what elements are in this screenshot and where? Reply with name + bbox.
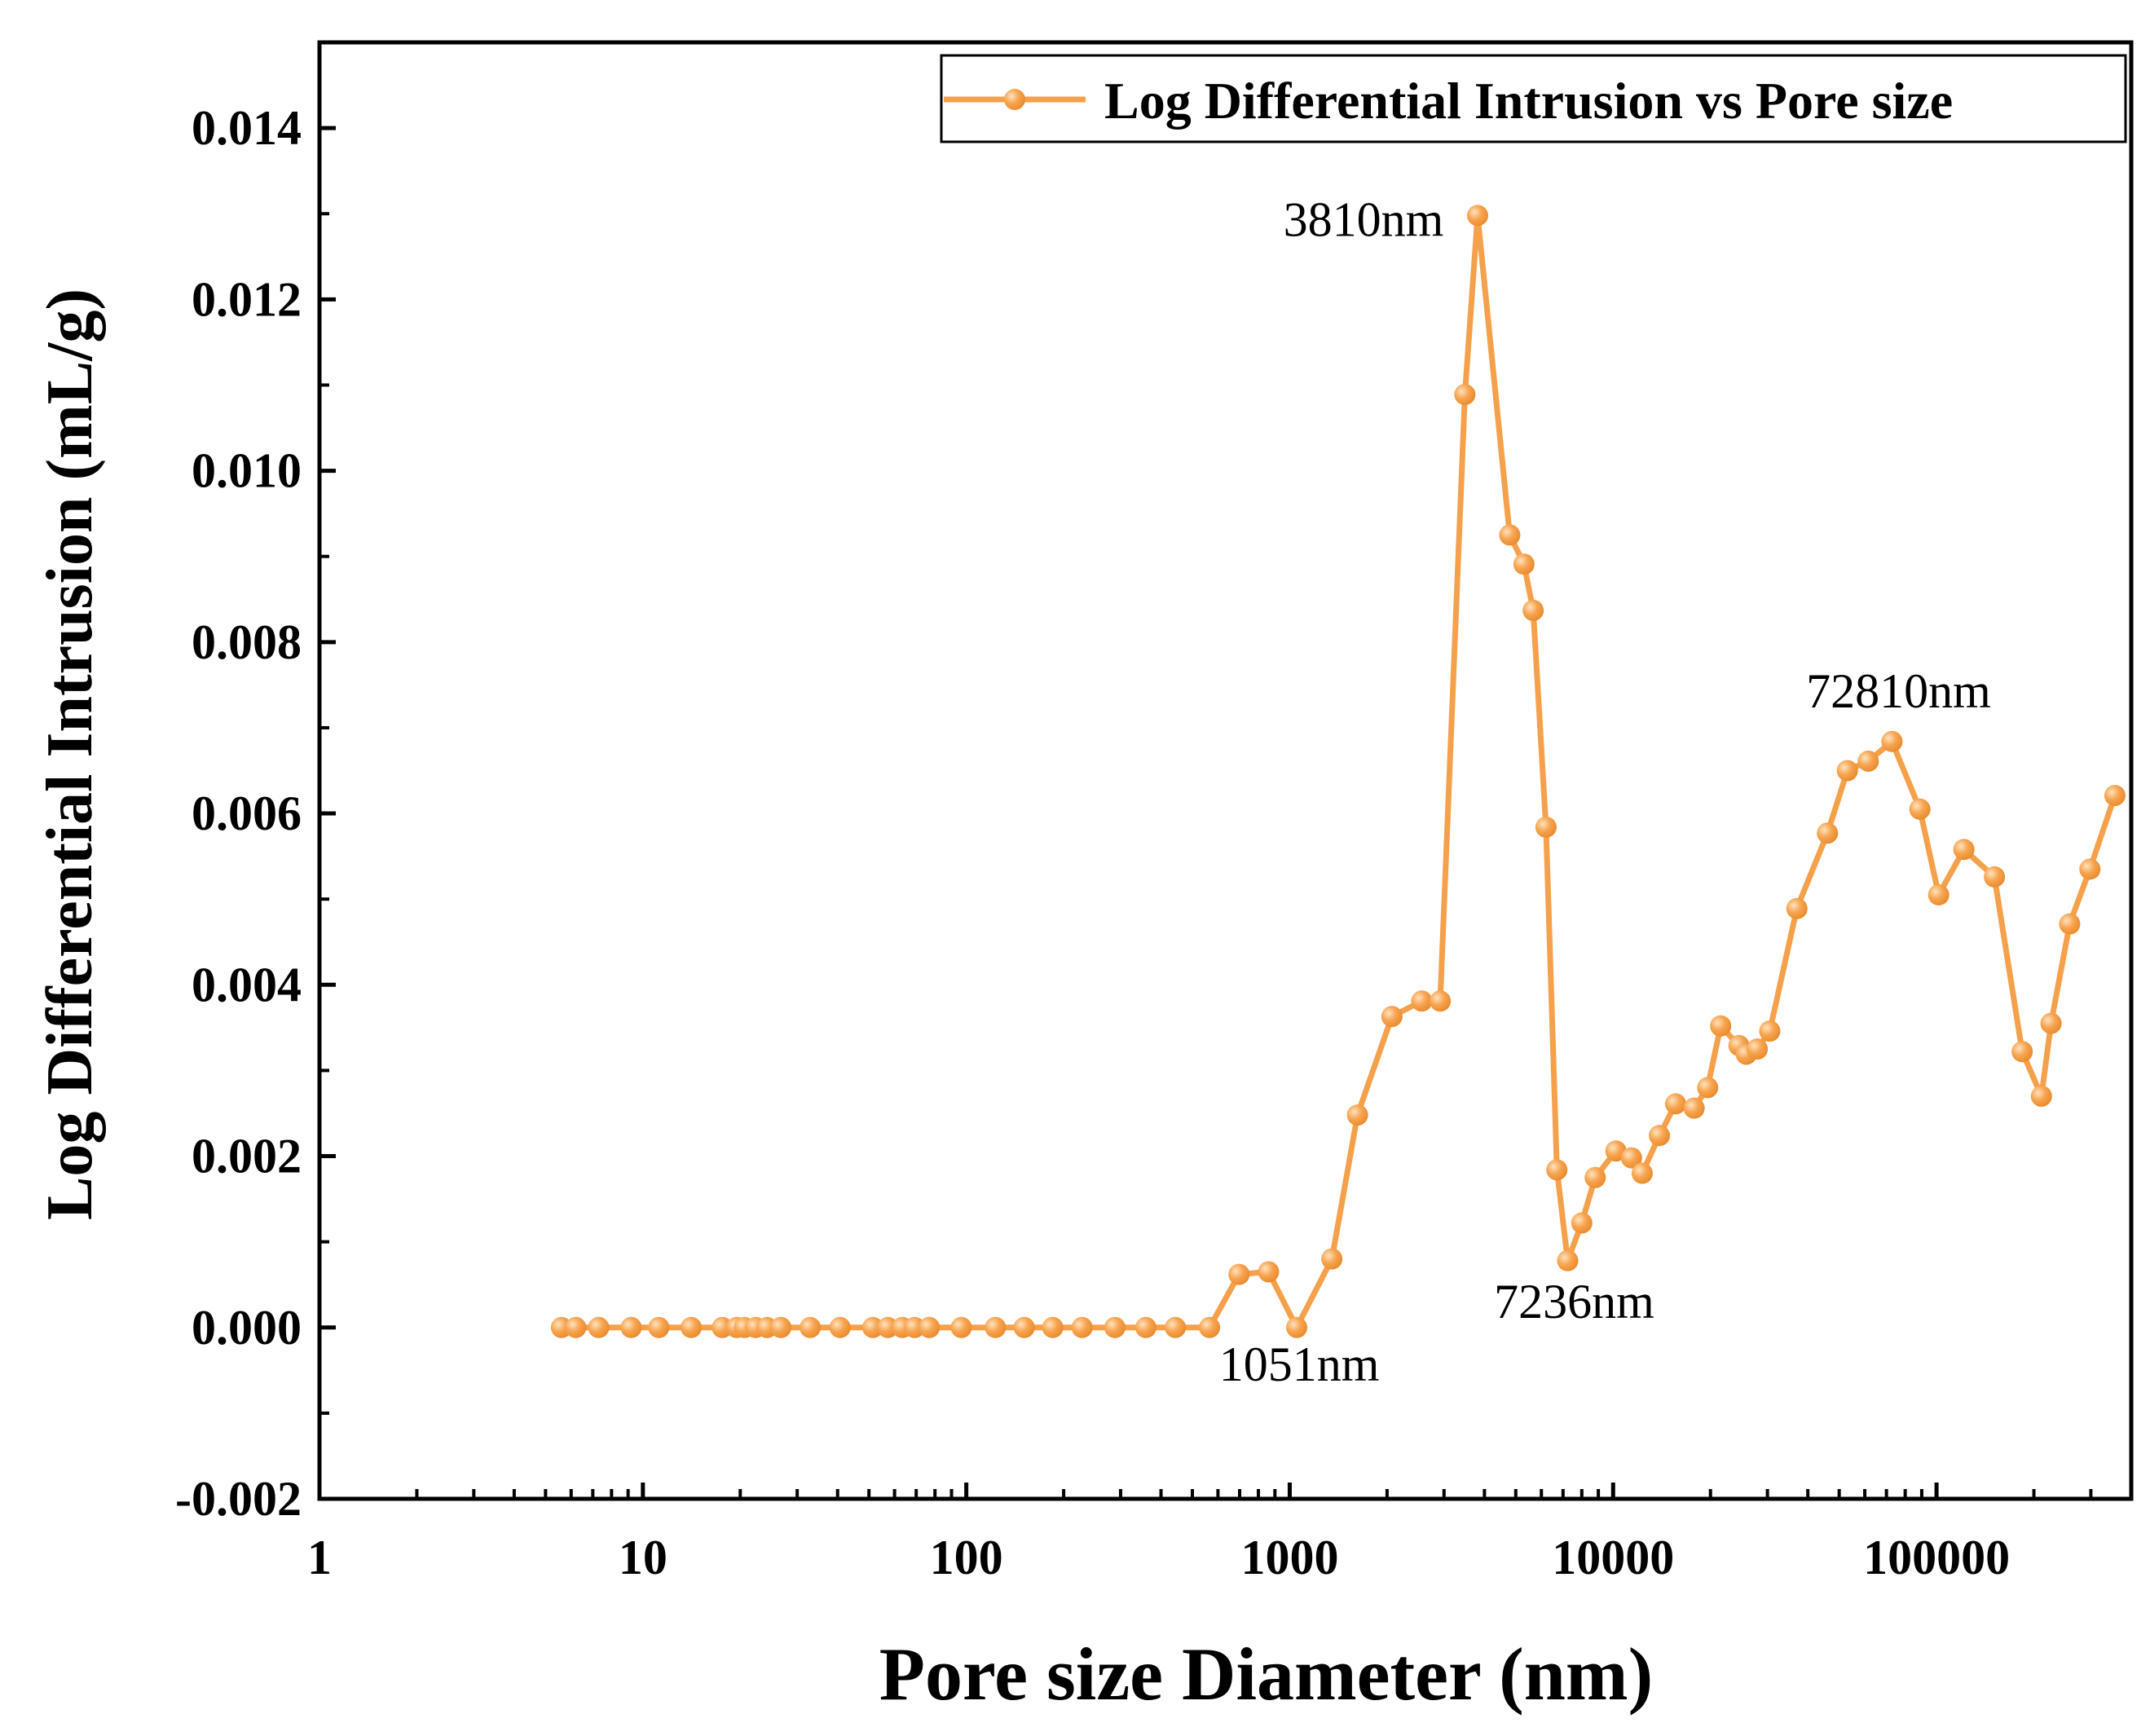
data-point bbox=[2079, 858, 2101, 880]
data-point bbox=[1258, 1261, 1280, 1283]
data-point bbox=[620, 1316, 642, 1338]
peak-annotation: 72810nm bbox=[1806, 664, 1991, 718]
y-tick-label: 0.008 bbox=[192, 615, 302, 669]
y-tick-label: 0.002 bbox=[192, 1130, 302, 1183]
data-point bbox=[1513, 553, 1535, 575]
data-point bbox=[1817, 822, 1839, 844]
y-tick-label: 0.010 bbox=[192, 444, 302, 498]
data-point bbox=[1228, 1263, 1250, 1285]
data-point bbox=[648, 1316, 670, 1338]
data-point bbox=[1664, 1093, 1686, 1115]
x-axis-ticks: 1 10 100 1000 10000 100000 bbox=[307, 1483, 2093, 1584]
data-point bbox=[1620, 1147, 1642, 1169]
data-point bbox=[1381, 1006, 1403, 1028]
data-point bbox=[1881, 730, 1903, 752]
data-point bbox=[1134, 1316, 1157, 1338]
peak-annotation: 3810nm bbox=[1284, 192, 1444, 246]
series-line bbox=[561, 212, 2118, 1331]
data-point bbox=[1631, 1162, 1653, 1184]
data-point bbox=[950, 1316, 972, 1338]
y-tick-label: -0.002 bbox=[175, 1472, 302, 1526]
data-point bbox=[1759, 1020, 1781, 1042]
data-point bbox=[681, 1316, 703, 1338]
data-point bbox=[1013, 1316, 1035, 1338]
y-axis-title: Log Differential Intrusion (mL/g) bbox=[34, 289, 106, 1220]
data-point bbox=[1786, 897, 1808, 919]
y-tick-label: 0.006 bbox=[192, 786, 302, 840]
legend-box bbox=[940, 54, 2127, 143]
data-point bbox=[1411, 990, 1433, 1012]
data-point bbox=[1649, 1125, 1671, 1147]
data-point bbox=[1346, 1104, 1368, 1126]
data-point bbox=[1104, 1316, 1126, 1338]
data-point bbox=[565, 1316, 587, 1338]
plot-frame bbox=[317, 40, 2134, 1501]
x-tick-label: 1000 bbox=[1240, 1531, 1338, 1584]
data-point bbox=[2011, 1041, 2033, 1063]
y-tick-label: 0.014 bbox=[192, 101, 302, 155]
annotations: 3810nm 72810nm 1051nm 7236nm bbox=[1219, 192, 1991, 1390]
data-point bbox=[1499, 524, 1521, 546]
y-tick-label: 0.004 bbox=[192, 958, 302, 1011]
data-point bbox=[1836, 760, 1858, 782]
data-point bbox=[861, 1316, 883, 1338]
data-point bbox=[1546, 1159, 1568, 1181]
data-point bbox=[1571, 1212, 1593, 1234]
data-point bbox=[2104, 784, 2126, 806]
data-point bbox=[919, 1316, 941, 1338]
data-point bbox=[1557, 1249, 1579, 1271]
data-point bbox=[1683, 1097, 1705, 1119]
legend-label: Log Differential Intrusion vs Pore size bbox=[1104, 72, 1953, 130]
x-tick-label: 100000 bbox=[1863, 1531, 2010, 1584]
data-point bbox=[1199, 1316, 1221, 1338]
data-point bbox=[1697, 1077, 1719, 1099]
x-tick-label: 100 bbox=[930, 1531, 1003, 1584]
x-tick-label: 10 bbox=[619, 1531, 667, 1584]
data-point bbox=[800, 1316, 822, 1338]
data-point bbox=[1165, 1316, 1187, 1338]
data-point bbox=[1909, 798, 1931, 820]
data-point bbox=[1321, 1248, 1343, 1270]
y-tick-label: 0.012 bbox=[192, 272, 302, 326]
data-point bbox=[2059, 913, 2081, 935]
data-point bbox=[1857, 750, 1879, 772]
data-point bbox=[1535, 816, 1557, 838]
data-point bbox=[1454, 384, 1476, 406]
series-points bbox=[550, 205, 2126, 1338]
data-point bbox=[770, 1316, 792, 1338]
data-point bbox=[1522, 599, 1544, 621]
data-point bbox=[1286, 1316, 1308, 1338]
data-point bbox=[1928, 883, 1950, 905]
data-point bbox=[1984, 866, 2006, 888]
x-tick-label: 10000 bbox=[1552, 1531, 1674, 1584]
data-point bbox=[1584, 1166, 1606, 1188]
data-point bbox=[588, 1316, 610, 1338]
data-point bbox=[1042, 1316, 1064, 1338]
legend-marker-swatch bbox=[1004, 89, 1025, 110]
data-point bbox=[1466, 205, 1488, 227]
peak-annotation: 1051nm bbox=[1219, 1337, 1380, 1391]
data-point bbox=[2040, 1012, 2062, 1034]
data-point bbox=[1430, 990, 1452, 1012]
legend: Log Differential Intrusion vs Pore size bbox=[940, 54, 2127, 143]
data-point bbox=[985, 1316, 1007, 1338]
data-point bbox=[1953, 839, 1975, 861]
peak-annotation: 7236nm bbox=[1494, 1275, 1654, 1328]
y-tick-label: 0.000 bbox=[192, 1301, 302, 1355]
x-axis-title: Pore size Diameter (nm) bbox=[879, 1632, 1653, 1716]
data-point bbox=[1710, 1015, 1732, 1037]
data-point bbox=[2030, 1085, 2052, 1107]
data-point bbox=[904, 1316, 926, 1338]
series-layer bbox=[550, 205, 2126, 1338]
data-point bbox=[1747, 1038, 1769, 1060]
x-tick-label: 1 bbox=[307, 1531, 332, 1584]
y-axis-ticks: -0.002 0.000 0.002 0.004 0.006 0.008 0.010 0.01… bbox=[175, 101, 336, 1526]
data-point bbox=[1071, 1316, 1093, 1338]
data-point bbox=[829, 1316, 851, 1338]
